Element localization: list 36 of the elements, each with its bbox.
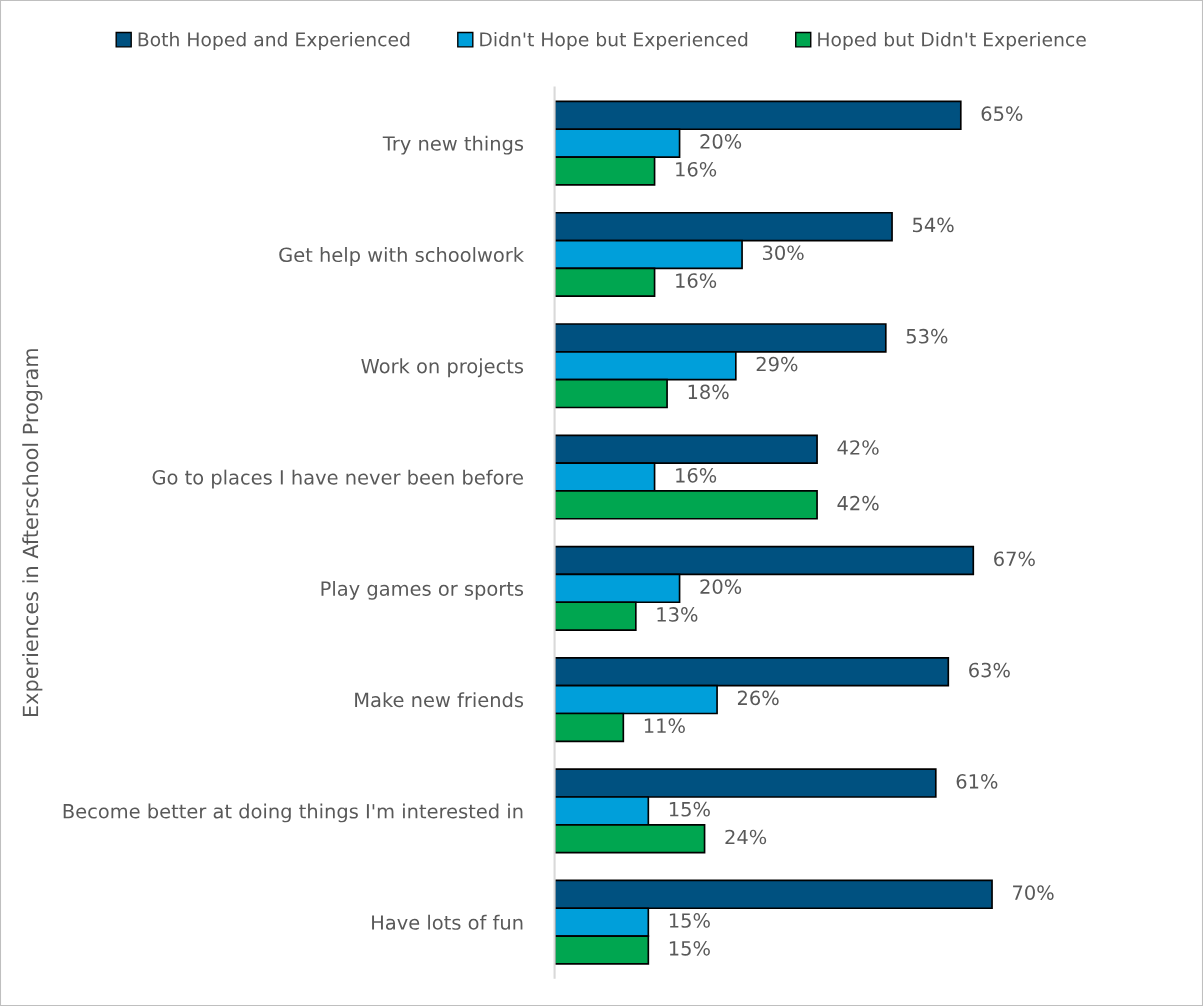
y-tick-label: Become better at doing things I'm interested in: [63, 803, 523, 823]
data-label: 26%: [737, 690, 779, 706]
y-tick-label: Have lots of fun: [372, 914, 523, 930]
data-label: 61%: [956, 774, 998, 789]
data-label: 65%: [981, 106, 1023, 121]
data-label: 15%: [669, 801, 710, 817]
y-tick-label: Go to places I have never been before: [152, 469, 523, 489]
data-label: 54%: [912, 217, 954, 233]
legend-label: Didn't Hope but Experienced: [480, 31, 748, 51]
y-tick-label: Work on projects: [361, 358, 524, 378]
data-label: 13%: [657, 607, 698, 622]
y-tick-label: Try new things: [382, 135, 524, 155]
y-axis-title: Experiences in Afterschool Program: [22, 349, 43, 716]
data-label: 53%: [906, 328, 948, 344]
data-label: 20%: [700, 579, 742, 594]
data-label: 20%: [700, 134, 742, 149]
data-label: 42%: [837, 440, 879, 455]
data-label: 11%: [644, 718, 685, 734]
data-label: 63%: [969, 662, 1010, 678]
data-label: 29%: [756, 356, 798, 372]
legend-label: Hoped but Didn't Experience: [818, 31, 1086, 51]
data-label: 16%: [676, 273, 717, 288]
data-label: 16%: [676, 467, 717, 483]
y-tick-label: Get help with schoolwork: [279, 247, 524, 266]
data-label: 15%: [669, 940, 710, 956]
data-label: 70%: [1013, 885, 1054, 901]
data-label: 30%: [762, 245, 804, 261]
data-label: 24%: [725, 829, 767, 845]
data-label: 15%: [669, 913, 710, 928]
data-label: 67%: [994, 551, 1035, 567]
data-label: 16%: [676, 161, 717, 177]
legend-label: Both Hoped and Experienced: [138, 31, 410, 51]
y-tick-label: Play games or sports: [321, 580, 524, 600]
data-label: 42%: [837, 495, 879, 511]
y-tick-label: Make new friends: [355, 692, 524, 708]
data-label: 18%: [688, 384, 729, 400]
